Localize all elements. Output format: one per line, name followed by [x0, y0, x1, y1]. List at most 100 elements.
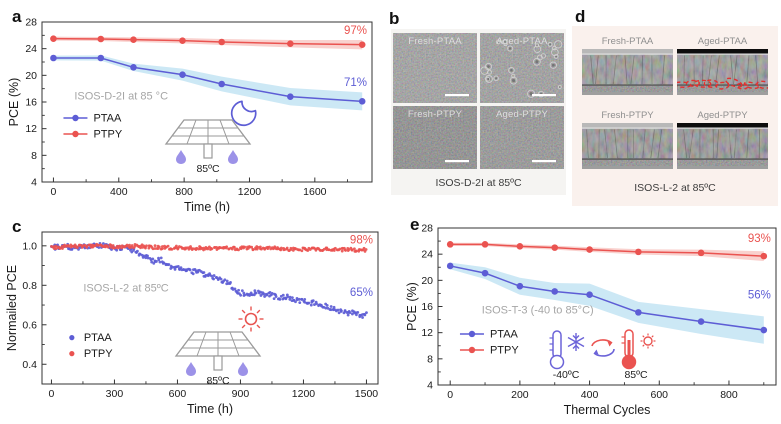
svg-text:ISOS-L-2 at 85ºC: ISOS-L-2 at 85ºC: [83, 282, 168, 294]
moon-icon: [230, 100, 257, 127]
sem-label: Aged-PTAA: [496, 36, 548, 47]
flame-icon: [186, 362, 196, 376]
panel-b-sem-grid: Fresh-PTAA Aged-PTAA Fresh-PTPY Aged-PTP…: [391, 29, 566, 195]
svg-text:0.8: 0.8: [22, 280, 37, 292]
panel-e-chart: 0 200 400 600 800 4 8 12 16 20 24 28 93% 56% ISOS-T-3 …: [405, 223, 777, 417]
sem-label: Fresh-PTAA: [408, 36, 462, 47]
svg-text:1.0: 1.0: [22, 240, 37, 252]
sun-small-icon: [640, 333, 656, 349]
svg-text:600: 600: [651, 389, 669, 401]
svg-text:8: 8: [427, 353, 433, 365]
svg-text:24: 24: [25, 43, 37, 55]
svg-text:Normailed PCE: Normailed PCE: [5, 265, 19, 351]
svg-text:0: 0: [51, 186, 57, 198]
svg-text:PTAA: PTAA: [84, 332, 113, 344]
sem-cross-fresh-ptpy: [582, 123, 673, 169]
sem-image-fresh-ptpy: Fresh-PTPY: [393, 106, 477, 169]
svg-text:400: 400: [110, 186, 128, 198]
panel-c-chart: 0 300 600 900 1200 1500 0.4 0.6 0.8 1.0 98% 65% ISOS…: [5, 231, 379, 416]
svg-text:PCE (%): PCE (%): [405, 282, 419, 331]
svg-text:1500: 1500: [355, 388, 379, 400]
sem-label: Fresh-PTAA: [601, 36, 654, 47]
solar-panel-heat-icon: [164, 119, 252, 164]
solar-panel-heat-icon: [174, 331, 262, 376]
svg-text:ISOS-D-2I at 85 °C: ISOS-D-2I at 85 °C: [74, 91, 168, 103]
snowflake-icon: [567, 333, 585, 351]
cold-temp-label: -40ºC: [552, 369, 580, 381]
sun-icon: [238, 306, 264, 332]
svg-text:93%: 93%: [748, 233, 771, 245]
svg-text:71%: 71%: [344, 77, 367, 89]
svg-text:56%: 56%: [748, 290, 771, 302]
panel-b-caption: ISOS-D-2I at 85ºC: [435, 177, 522, 189]
cycle-arrows-icon: [591, 339, 615, 357]
panel-e-letter: e: [410, 215, 420, 234]
svg-text:97%: 97%: [344, 25, 367, 37]
svg-text:16: 16: [25, 97, 37, 109]
svg-text:Time (h): Time (h): [184, 200, 230, 214]
svg-text:28: 28: [421, 223, 433, 235]
panel-c-temp-label: 85ºC: [206, 375, 230, 387]
svg-text:8: 8: [31, 150, 37, 162]
panel-a-chart: 0 400 800 1200 1600 4 8 12 16 20 24 28 97% 71% ISOS-D-…: [7, 17, 373, 214]
sem-label: Aged-PTAA: [697, 36, 748, 47]
svg-text:4: 4: [31, 177, 37, 189]
svg-text:400: 400: [581, 389, 599, 401]
panel-d-sem-grid: Fresh-PTAA Aged-PTAA Fresh-PTPY Aged-PTP…: [572, 26, 778, 206]
svg-text:0: 0: [447, 389, 453, 401]
svg-text:1600: 1600: [303, 186, 327, 198]
svg-text:0.6: 0.6: [22, 319, 37, 331]
svg-text:1200: 1200: [238, 186, 262, 198]
svg-text:PTAA: PTAA: [93, 113, 122, 125]
svg-text:0: 0: [49, 388, 55, 400]
flame-icon: [228, 150, 238, 164]
svg-text:200: 200: [511, 389, 529, 401]
panel-d-caption: ISOS-L-2 at 85ºC: [634, 182, 716, 194]
flame-icon: [176, 150, 186, 164]
panel-a-letter: a: [12, 7, 22, 26]
panel-a-temp-label: 85ºC: [196, 163, 220, 175]
panel-c-letter: c: [12, 217, 22, 236]
svg-text:300: 300: [106, 388, 124, 400]
sem-label: Aged-PTPY: [697, 110, 748, 121]
sem-label: Fresh-PTPY: [407, 109, 463, 120]
svg-text:800: 800: [175, 186, 193, 198]
svg-text:65%: 65%: [350, 287, 373, 299]
svg-text:ISOS-T-3 (-40 to 85°C): ISOS-T-3 (-40 to 85°C): [482, 305, 594, 317]
svg-text:PTPY: PTPY: [93, 129, 122, 141]
svg-text:PTPY: PTPY: [490, 344, 519, 356]
svg-text:12: 12: [25, 123, 37, 135]
svg-text:4: 4: [427, 380, 433, 392]
sem-image-fresh-ptaa: Fresh-PTAA: [393, 33, 477, 103]
svg-text:Time (h): Time (h): [187, 402, 233, 416]
thermometer-hot-icon: [621, 329, 656, 370]
svg-text:900: 900: [232, 388, 250, 400]
panel-b-letter: b: [389, 9, 400, 28]
svg-text:PTAA: PTAA: [490, 328, 519, 340]
svg-text:Thermal Cycles: Thermal Cycles: [564, 403, 651, 417]
svg-text:PCE (%): PCE (%): [7, 78, 21, 127]
svg-text:24: 24: [421, 249, 433, 261]
svg-text:PTPY: PTPY: [84, 348, 113, 360]
panel-d-letter: d: [575, 7, 586, 26]
svg-text:0.4: 0.4: [22, 359, 37, 371]
svg-text:1200: 1200: [292, 388, 316, 400]
svg-text:20: 20: [25, 70, 37, 82]
svg-text:12: 12: [421, 327, 433, 339]
sem-image-aged-ptaa: Aged-PTAA: [480, 33, 564, 103]
svg-text:20: 20: [421, 275, 433, 287]
thermometer-cold-icon: [549, 330, 585, 370]
sem-label: Fresh-PTPY: [601, 110, 654, 121]
sem-cross-fresh-ptaa: [582, 49, 673, 95]
flame-icon: [238, 362, 248, 376]
sem-cross-aged-ptaa: [677, 49, 768, 95]
svg-text:28: 28: [25, 17, 37, 29]
sem-image-aged-ptpy: Aged-PTPY: [480, 106, 564, 169]
sem-label: Aged-PTPY: [496, 109, 548, 120]
hot-temp-label: 85ºC: [624, 369, 648, 381]
svg-text:600: 600: [169, 388, 187, 400]
sem-cross-aged-ptpy: [677, 123, 768, 169]
svg-text:98%: 98%: [350, 234, 373, 246]
svg-text:800: 800: [720, 389, 738, 401]
svg-text:16: 16: [421, 301, 433, 313]
